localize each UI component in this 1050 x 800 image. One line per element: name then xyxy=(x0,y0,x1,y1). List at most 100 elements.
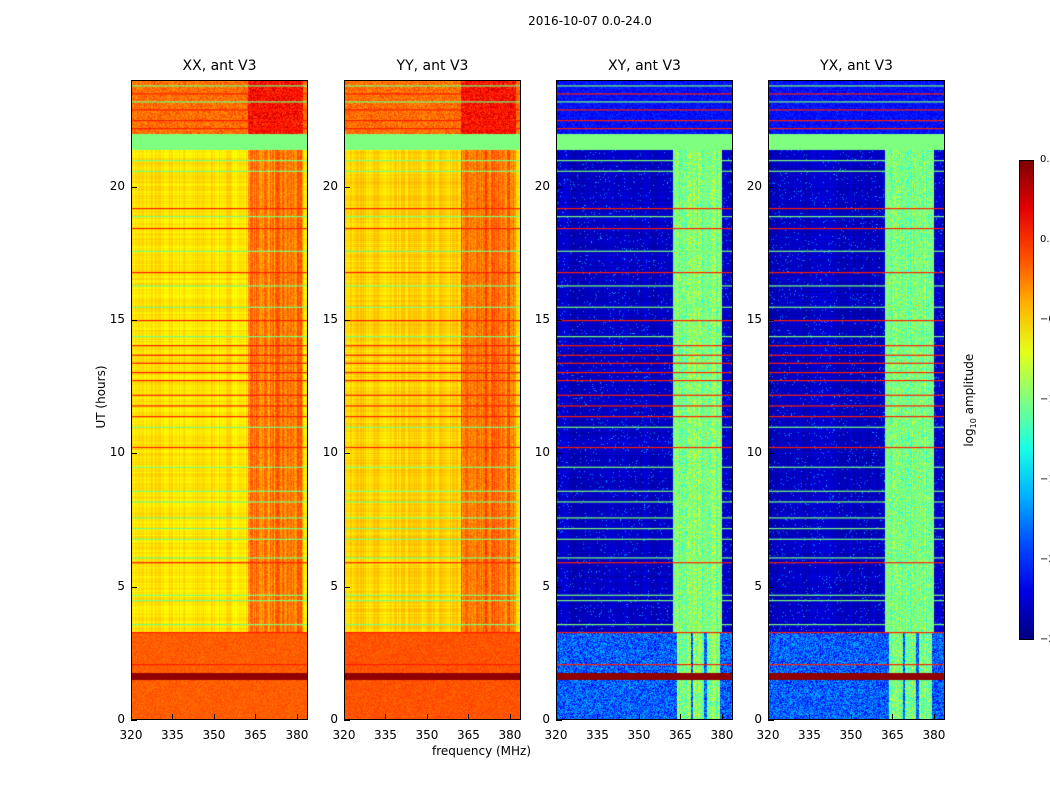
x-tick-mark xyxy=(933,714,935,720)
y-tick-mark xyxy=(344,320,350,321)
x-tick-mark xyxy=(556,714,557,720)
y-tick-mark xyxy=(131,586,137,588)
x-tick-label: 350 xyxy=(202,728,226,742)
x-tick-mark xyxy=(892,714,894,720)
y-tick-mark xyxy=(131,320,137,321)
x-tick-label: 350 xyxy=(627,728,651,742)
y-tick-mark xyxy=(556,186,562,188)
y-tick-label: 15 xyxy=(746,312,762,326)
colorbar-tick-label: −1.0 xyxy=(1040,394,1050,405)
y-tick-label: 5 xyxy=(542,578,550,593)
panel-title: YX, ant V3 xyxy=(820,58,893,74)
panel-1: YY, ant V3 320 335 350 365 380 0 5 10 15 20 xyxy=(323,58,522,742)
y-tick-label: 20 xyxy=(109,178,125,193)
x-tick-mark xyxy=(809,714,811,720)
y-tick-label: 0 xyxy=(330,712,338,726)
y-tick-mark xyxy=(768,186,774,188)
y-tick-label: 0 xyxy=(542,712,550,726)
y-tick-mark xyxy=(344,186,350,188)
colorbar xyxy=(1019,160,1034,640)
y-tick-label: 10 xyxy=(109,445,125,460)
y-tick-label: 10 xyxy=(534,445,550,460)
y-tick-label: 15 xyxy=(534,312,550,326)
x-tick-label: 335 xyxy=(374,728,397,742)
x-tick-mark xyxy=(638,714,640,720)
x-tick-mark xyxy=(385,714,387,720)
panel-title: XX, ant V3 xyxy=(182,58,257,74)
x-tick-mark xyxy=(597,714,599,720)
y-tick-mark xyxy=(344,453,350,455)
x-tick-label: 350 xyxy=(839,728,863,742)
x-tick-label: 320 xyxy=(544,728,568,742)
colorbar-tick-label: −2.5 xyxy=(1040,634,1050,645)
y-tick-label: 15 xyxy=(322,312,338,326)
heatmap-image xyxy=(556,80,733,720)
x-tick-label: 350 xyxy=(415,728,439,742)
x-tick-label: 365 xyxy=(457,728,480,742)
x-tick-label: 335 xyxy=(798,728,821,742)
x-tick-mark xyxy=(255,714,257,720)
y-tick-mark xyxy=(768,453,774,455)
y-tick-label: 20 xyxy=(322,178,338,193)
panel-2: XY, ant V3 320 335 350 365 380 0 5 10 15 20 xyxy=(535,58,734,742)
x-tick-label: 320 xyxy=(332,728,356,742)
x-tick-label: 320 xyxy=(119,728,143,742)
y-tick-label: 10 xyxy=(322,445,338,460)
x-tick-label: 380 xyxy=(922,728,946,742)
x-tick-label: 365 xyxy=(881,728,904,742)
y-tick-mark xyxy=(556,720,562,721)
colorbar-tick-label: −2.0 xyxy=(1040,554,1050,565)
colorbar-tick-label: 0.0 xyxy=(1040,234,1050,245)
y-tick-mark xyxy=(344,720,350,721)
x-tick-mark xyxy=(213,714,215,720)
y-tick-mark xyxy=(131,453,137,455)
x-tick-label: 380 xyxy=(285,728,309,742)
heatmap-image xyxy=(768,80,945,720)
x-tick-mark xyxy=(680,714,682,720)
y-tick-label: 5 xyxy=(330,578,338,593)
panel-title: XY, ant V3 xyxy=(608,58,681,74)
x-tick-mark xyxy=(426,714,428,720)
y-tick-label: 5 xyxy=(754,578,762,593)
y-tick-label: 0 xyxy=(117,712,125,726)
y-tick-mark xyxy=(556,453,562,455)
y-tick-mark xyxy=(344,586,350,588)
x-tick-mark xyxy=(344,714,345,720)
y-tick-label: 20 xyxy=(746,178,762,193)
x-axis-label: frequency (MHz) xyxy=(432,744,532,758)
y-tick-label: 5 xyxy=(117,578,125,593)
colorbar-tick-label: −0.5 xyxy=(1040,314,1050,325)
panel-0: XX, ant V3 320 335 350 365 380 0 5 10 15 20 UT (hou… xyxy=(94,58,308,742)
y-tick-mark xyxy=(556,320,562,321)
y-tick-label: 20 xyxy=(534,178,550,193)
x-tick-label: 380 xyxy=(710,728,734,742)
x-tick-label: 365 xyxy=(669,728,692,742)
x-tick-label: 335 xyxy=(161,728,184,742)
x-tick-mark xyxy=(468,714,470,720)
x-tick-mark xyxy=(768,714,769,720)
y-tick-mark xyxy=(768,586,774,588)
x-tick-mark xyxy=(131,714,132,720)
x-tick-label: 320 xyxy=(756,728,780,742)
panel-3: YX, ant V3 320 335 350 365 380 0 5 10 15 20 xyxy=(747,58,946,742)
y-tick-label: 0 xyxy=(754,712,762,726)
x-tick-mark xyxy=(296,714,298,720)
colorbar-tick-label: −1.5 xyxy=(1040,474,1050,485)
y-tick-mark xyxy=(131,720,137,721)
y-tick-label: 10 xyxy=(746,445,762,460)
x-tick-mark xyxy=(509,714,511,720)
y-tick-mark xyxy=(556,586,562,588)
colorbar-label: log10 amplitude xyxy=(961,353,979,447)
y-tick-mark xyxy=(768,320,774,321)
x-tick-label: 380 xyxy=(498,728,522,742)
panel-title: YY, ant V3 xyxy=(396,58,469,74)
x-tick-label: 365 xyxy=(244,728,267,742)
heatmap-image xyxy=(344,80,521,720)
y-tick-label: 15 xyxy=(109,312,125,326)
x-tick-mark xyxy=(172,714,174,720)
y-tick-mark xyxy=(131,186,137,188)
y-tick-mark xyxy=(768,720,774,721)
x-tick-mark xyxy=(850,714,852,720)
y-axis-label: UT (hours) xyxy=(94,365,108,429)
